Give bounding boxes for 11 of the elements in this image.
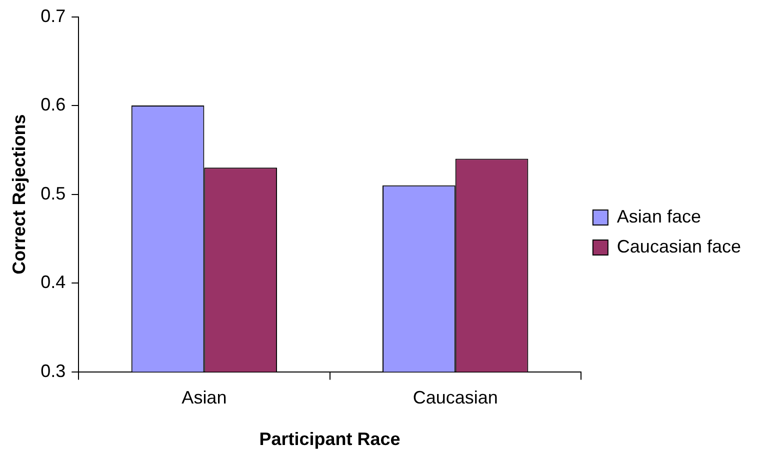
y-tick-label: 0.4 bbox=[40, 272, 66, 292]
y-tick-label: 0.5 bbox=[40, 183, 66, 204]
y-tick-label: 0.6 bbox=[40, 94, 66, 115]
y-tick-label: 0.3 bbox=[40, 360, 66, 381]
x-axis-title: Participant Race bbox=[259, 429, 400, 450]
x-tick-label: Asian bbox=[182, 388, 227, 408]
legend-label: Asian face bbox=[616, 206, 701, 226]
y-axis-title: Correct Rejections bbox=[8, 114, 29, 274]
x-tick-label: Caucasian bbox=[412, 388, 498, 408]
legend-label: Caucasian face bbox=[616, 236, 742, 256]
y-tick-label: 0.7 bbox=[40, 6, 66, 26]
